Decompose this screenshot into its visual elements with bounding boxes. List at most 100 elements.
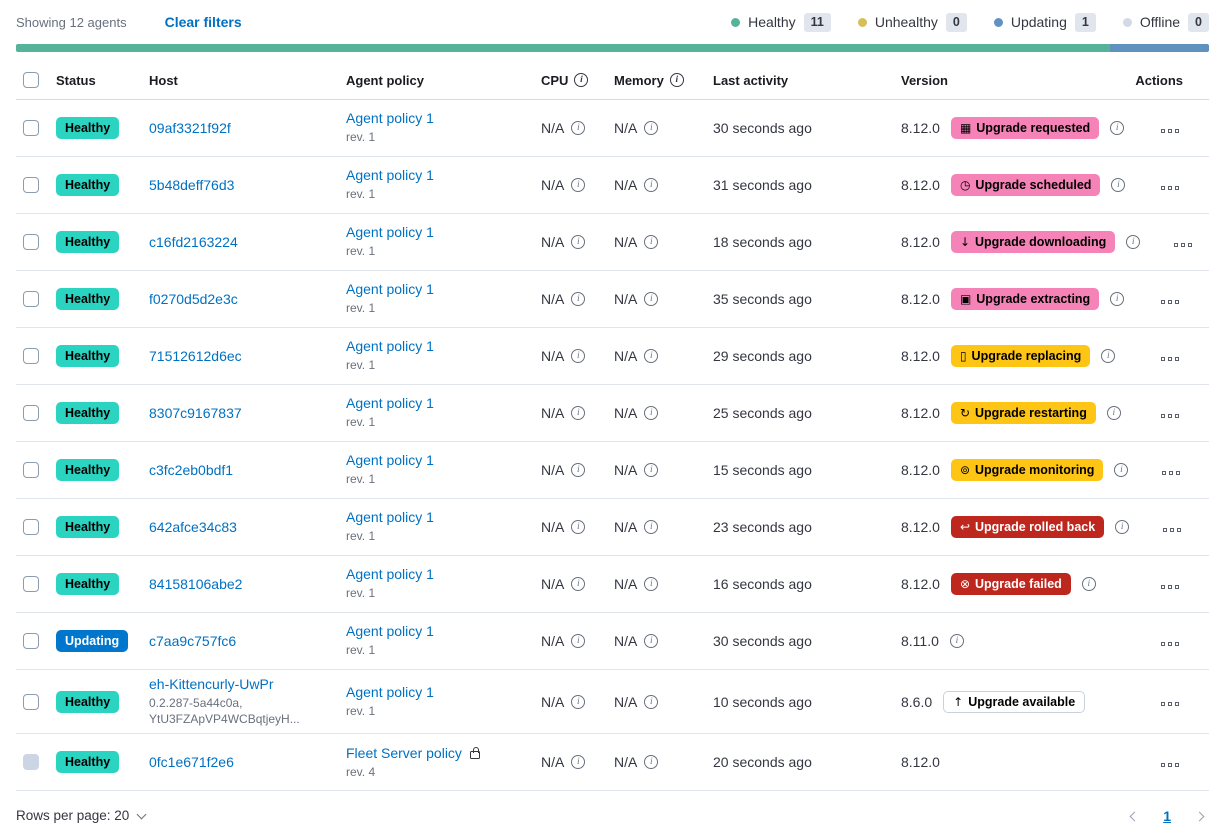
row-checkbox[interactable] [23, 291, 39, 307]
memory-info-icon[interactable] [644, 520, 659, 534]
agent-policy-link[interactable]: Agent policy 1 [346, 110, 434, 127]
memory-header-info-icon[interactable] [669, 73, 684, 87]
pagination-next-button[interactable] [1190, 804, 1209, 827]
memory-info-icon[interactable] [644, 121, 659, 135]
cpu-info-icon[interactable] [571, 755, 586, 770]
row-actions-button[interactable] [1170, 231, 1196, 254]
row-actions-button[interactable] [1157, 117, 1183, 140]
row-checkbox[interactable] [23, 348, 39, 364]
row-actions-button[interactable] [1157, 690, 1183, 713]
upgrade-details-info-icon[interactable] [1126, 235, 1141, 249]
host-link[interactable]: c7aa9c757fc6 [149, 633, 237, 649]
upgrade-details-info-icon[interactable] [1101, 349, 1116, 363]
cpu-header-info-icon[interactable] [574, 73, 589, 87]
memory-info-icon[interactable] [644, 755, 659, 770]
upgrade-label: Upgrade requested [976, 121, 1091, 135]
upgrade-details-info-icon[interactable] [1081, 577, 1096, 591]
agent-policy-link[interactable]: Agent policy 1 [346, 566, 434, 583]
pagination-page-1[interactable]: 1 [1158, 806, 1176, 826]
memory-info-icon[interactable] [644, 292, 659, 306]
policy-revision: rev. 1 [346, 244, 376, 259]
row-checkbox[interactable] [23, 120, 39, 136]
host-link[interactable]: 642afce34c83 [149, 519, 237, 535]
row-actions-button[interactable] [1157, 573, 1183, 596]
memory-info-icon[interactable] [644, 694, 659, 709]
upgrade-details-info-icon[interactable] [1106, 406, 1121, 420]
rows-per-page-button[interactable]: Rows per page: 20 [16, 808, 147, 823]
memory-info-icon[interactable] [644, 634, 659, 648]
host-link[interactable]: eh-Kittencurly-UwPr [149, 676, 274, 692]
row-checkbox[interactable] [23, 576, 39, 592]
row-actions-button[interactable] [1157, 174, 1183, 197]
memory-info-icon[interactable] [644, 406, 659, 420]
upgrade-status-badge: ▣ Upgrade extracting [950, 288, 1100, 310]
row-actions-button[interactable] [1159, 516, 1185, 539]
cpu-info-icon[interactable] [571, 463, 586, 477]
memory-info-icon[interactable] [644, 463, 659, 477]
policy-revision: rev. 1 [346, 586, 376, 601]
memory-value: N/A [614, 754, 638, 771]
upgrade-details-info-icon[interactable] [949, 634, 964, 648]
cpu-info-icon[interactable] [571, 577, 586, 591]
clock-icon: ◷ [959, 178, 971, 192]
row-checkbox[interactable] [23, 177, 39, 193]
select-all-checkbox[interactable] [23, 72, 39, 88]
agent-policy-link[interactable]: Agent policy 1 [346, 281, 434, 298]
host-link[interactable]: c3fc2eb0bdf1 [149, 462, 234, 478]
upgrade-details-info-icon[interactable] [1115, 520, 1130, 534]
row-actions-button[interactable] [1157, 345, 1183, 368]
clear-filters-link[interactable]: Clear filters [164, 14, 242, 30]
upgrade-details-info-icon[interactable] [1110, 121, 1125, 135]
upgrade-details-info-icon[interactable] [1111, 178, 1126, 192]
host-link[interactable]: 0fc1e671f2e6 [149, 754, 234, 771]
agent-policy-link[interactable]: Agent policy 1 [346, 623, 434, 640]
row-checkbox[interactable] [23, 405, 39, 421]
agent-policy-link[interactable]: Agent policy 1 [346, 684, 434, 701]
row-actions-button[interactable] [1158, 459, 1184, 482]
cpu-info-icon[interactable] [571, 406, 586, 420]
row-actions-button[interactable] [1157, 288, 1183, 311]
row-actions-button[interactable] [1157, 751, 1183, 774]
agent-policy-link[interactable]: Agent policy 1 [346, 509, 434, 526]
row-checkbox[interactable] [23, 693, 39, 710]
row-checkbox[interactable] [23, 633, 39, 649]
cpu-info-icon[interactable] [571, 121, 586, 135]
agent-count-text: Showing 12 agents [16, 14, 127, 30]
cpu-info-icon[interactable] [571, 178, 586, 192]
memory-info-icon[interactable] [644, 349, 659, 363]
row-checkbox[interactable] [23, 519, 39, 535]
memory-info-icon[interactable] [644, 235, 659, 249]
host-link[interactable]: 09af3321f92f [149, 120, 231, 136]
row-checkbox[interactable] [23, 462, 39, 478]
host-link[interactable]: 84158106abe2 [149, 576, 243, 592]
host-link[interactable]: 71512612d6ec [149, 348, 242, 364]
agent-policy-link[interactable]: Agent policy 1 [346, 338, 434, 355]
cpu-info-icon[interactable] [571, 292, 586, 306]
pagination-previous-button[interactable] [1125, 804, 1144, 827]
cpu-info-icon[interactable] [571, 235, 586, 249]
host-link[interactable]: 8307c9167837 [149, 405, 242, 421]
agent-policy-link[interactable]: Agent policy 1 [346, 395, 434, 412]
upgrade-details-info-icon[interactable] [1114, 463, 1129, 477]
row-actions-button[interactable] [1157, 630, 1183, 653]
agent-policy-link[interactable]: Agent policy 1 [346, 452, 434, 469]
agent-policy-link[interactable]: Agent policy 1 [346, 224, 434, 241]
agent-policy-link[interactable]: Fleet Server policy [346, 744, 462, 761]
memory-info-icon[interactable] [644, 577, 659, 591]
host-link[interactable]: 5b48deff76d3 [149, 177, 235, 193]
host-link[interactable]: f0270d5d2e3c [149, 291, 238, 307]
legend-label: Healthy [748, 14, 796, 30]
cpu-info-icon[interactable] [571, 694, 586, 709]
agent-version: 8.11.0 [901, 633, 939, 649]
cpu-info-icon[interactable] [571, 634, 586, 648]
row-actions-button[interactable] [1157, 402, 1183, 425]
cpu-info-icon[interactable] [571, 520, 586, 534]
host-link[interactable]: c16fd2163224 [149, 234, 238, 250]
agent-version: 8.12.0 [901, 576, 940, 592]
cpu-info-icon[interactable] [571, 349, 586, 363]
memory-info-icon[interactable] [644, 178, 659, 192]
row-checkbox[interactable] [23, 234, 39, 250]
upgrade-details-info-icon[interactable] [1110, 292, 1125, 306]
agent-policy-link[interactable]: Agent policy 1 [346, 167, 434, 184]
row-checkbox[interactable] [23, 754, 39, 771]
